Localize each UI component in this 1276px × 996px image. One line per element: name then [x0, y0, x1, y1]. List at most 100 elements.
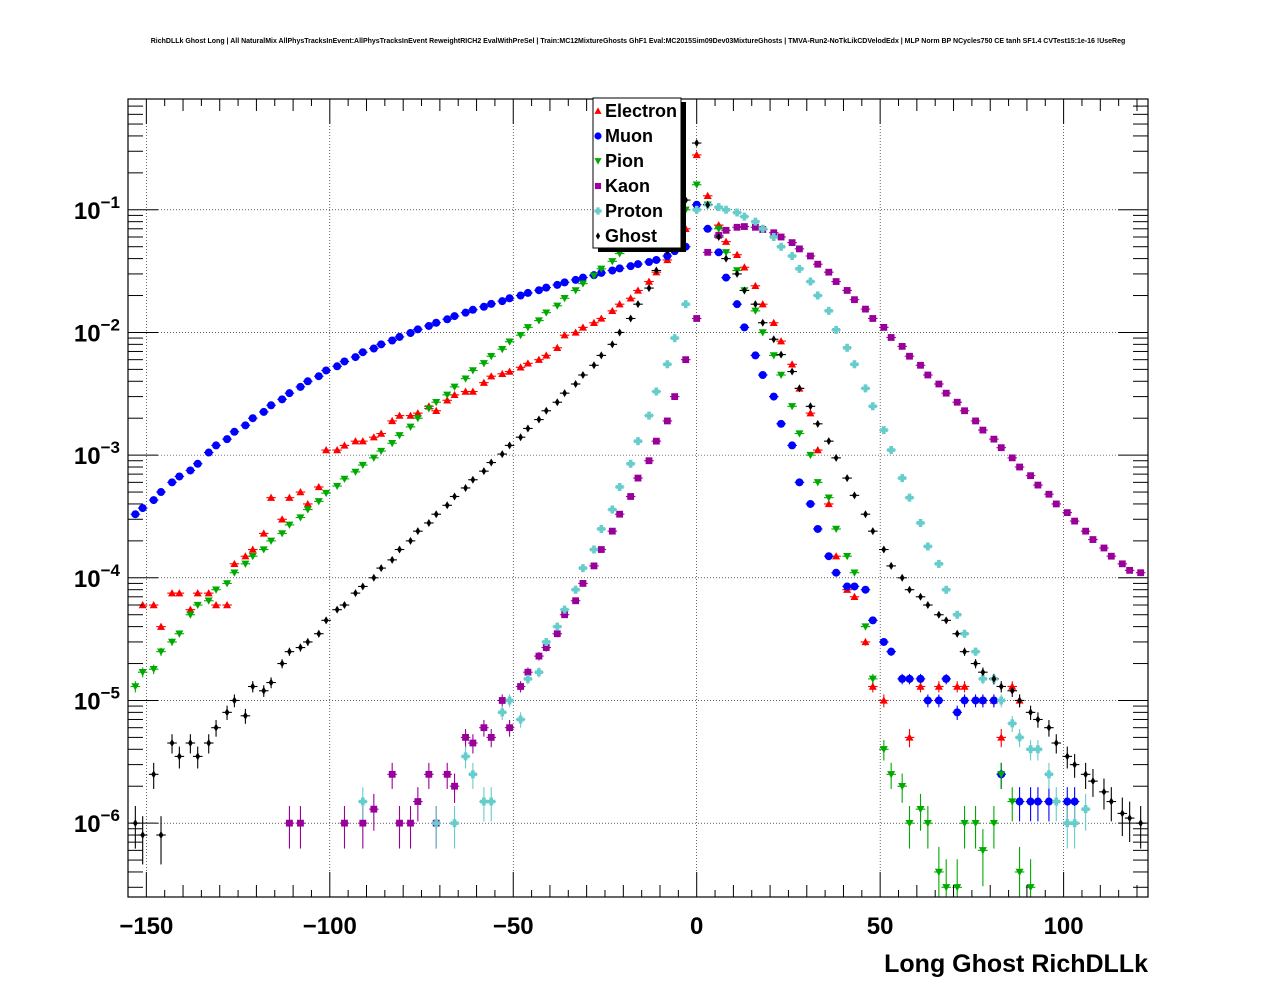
muon-point [314, 372, 323, 381]
kaon-point [917, 361, 924, 369]
pion-point [923, 819, 932, 828]
proton-point [997, 696, 1006, 705]
proton-point [733, 208, 742, 217]
muon-point [358, 348, 367, 357]
ghost-point [298, 643, 303, 652]
proton-point [505, 696, 514, 705]
muon-point [432, 318, 441, 327]
pion-point [806, 451, 815, 460]
muon-point [259, 407, 268, 416]
kaon-point [616, 510, 624, 518]
y-tick-label: 10−1 [74, 193, 120, 225]
ghost-point [771, 335, 777, 344]
muon-point [692, 200, 701, 209]
ghost-point [694, 139, 700, 148]
electron-point [314, 482, 323, 491]
muon-point [413, 325, 422, 334]
grid-lines [128, 99, 1148, 897]
pion-point [898, 783, 907, 791]
muon-point [498, 297, 507, 306]
electron-point [351, 437, 360, 445]
pion-point [432, 399, 441, 407]
ghost-point [991, 674, 997, 683]
electron-point [516, 363, 525, 371]
kaon-point [297, 819, 304, 827]
ghost-point [433, 510, 439, 519]
muon-point [131, 510, 140, 519]
ghost-point [378, 564, 384, 573]
muon-point [516, 291, 525, 300]
kaon-point [341, 819, 348, 827]
kaon-point [814, 260, 822, 268]
y-tick-base: 10 [74, 811, 101, 838]
proton-point [578, 564, 587, 573]
y-tick-base: 10 [74, 688, 101, 715]
electron-point [813, 446, 822, 454]
electron-point [905, 733, 914, 741]
ghost-point [452, 492, 457, 501]
ghost-point [863, 510, 868, 519]
pion-point [578, 280, 587, 288]
electron-point [204, 589, 213, 597]
electron-point [916, 682, 925, 690]
ghost-point [507, 441, 512, 450]
ghost-point [323, 616, 329, 625]
kaon-point [1089, 536, 1097, 543]
muon-point [175, 472, 184, 481]
pion-point [887, 771, 896, 779]
legend-marker-ghost [595, 232, 601, 240]
kaon-point [590, 562, 598, 570]
ghost-point [1017, 696, 1022, 705]
proton-point [1063, 819, 1072, 828]
electron-point [223, 601, 232, 609]
pion-point [498, 346, 507, 354]
ghost-point [554, 398, 560, 407]
kaon-point [832, 278, 840, 285]
electron-point [479, 378, 488, 386]
pion-point [424, 405, 433, 413]
ghost-point [870, 527, 876, 536]
legend-marker-pion [594, 158, 602, 165]
muon-point [989, 696, 998, 705]
proton-point [670, 334, 679, 343]
kaon-point [608, 527, 616, 535]
electron-point [523, 359, 532, 367]
kaon-point [693, 315, 701, 322]
x-tick-label: 50 [867, 913, 894, 940]
kaon-point [407, 819, 414, 827]
x-tick-labels: −150 −100 −50 0 50 100 [119, 913, 1083, 940]
ghost-point [176, 752, 182, 761]
muon-point [333, 362, 342, 371]
kaon-point [953, 398, 961, 406]
proton-point [1033, 745, 1042, 754]
y-tick-exponent: −6 [101, 806, 120, 825]
electron-point [278, 515, 287, 523]
ghost-point [360, 582, 366, 591]
pion-point [615, 250, 624, 258]
proton-point [432, 819, 441, 828]
electron-point [358, 437, 367, 445]
muon-point [443, 315, 452, 324]
pion-point [861, 623, 870, 631]
electron-point [589, 318, 598, 326]
electron-point [868, 682, 877, 690]
kaon-point [498, 697, 506, 704]
proton-point [850, 360, 859, 369]
muon-point [487, 299, 496, 308]
ghost-point [444, 501, 450, 510]
electron-point [861, 637, 870, 646]
muon-point [523, 288, 532, 297]
proton-point [487, 797, 496, 806]
pion-point [978, 847, 987, 855]
ghost-point [617, 328, 623, 337]
pion-point [560, 295, 569, 303]
ghost-point [232, 696, 237, 705]
kaon-point [663, 417, 671, 425]
muon-point [663, 252, 672, 261]
electron-point [259, 529, 268, 537]
muon-point [505, 294, 514, 303]
ghost-point [789, 367, 795, 376]
proton-point [663, 360, 672, 369]
pion-point [777, 371, 786, 379]
legend-label-muon: Muon [605, 126, 653, 146]
